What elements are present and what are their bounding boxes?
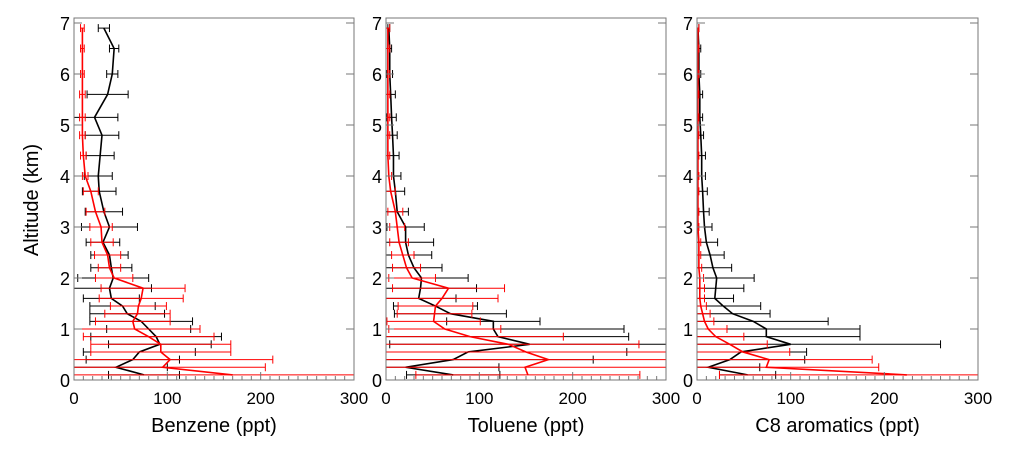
profile-line-red bbox=[81, 28, 233, 376]
y-tick-label: 5 bbox=[60, 116, 70, 136]
y-tick-label: 6 bbox=[60, 65, 70, 85]
profile-line-black bbox=[697, 28, 791, 376]
y-tick-label: 7 bbox=[60, 14, 70, 34]
y-tick-label: 3 bbox=[60, 218, 70, 238]
y-tick-label: 0 bbox=[683, 371, 693, 391]
y-tick-label: 1 bbox=[372, 320, 382, 340]
series-black bbox=[696, 24, 942, 379]
x-tick-label: 0 bbox=[381, 389, 390, 408]
profile-line-black bbox=[93, 27, 161, 376]
profile-line-black bbox=[388, 28, 530, 376]
plot-frame bbox=[73, 17, 355, 381]
y-tick-label: 4 bbox=[60, 167, 70, 187]
y-tick-label: 4 bbox=[372, 167, 382, 187]
x-tick-label: 300 bbox=[964, 389, 992, 408]
y-tick-label: 1 bbox=[60, 320, 70, 340]
panel-1: 0 100 200 300 0 1 2 3 4 5 6 7 Benzene (ppt) bbox=[60, 14, 368, 437]
x-tick-label: 300 bbox=[652, 389, 680, 408]
series-black bbox=[74, 24, 222, 379]
x-tick-label: 100 bbox=[776, 389, 804, 408]
y-tick-label: 7 bbox=[372, 14, 382, 34]
plot-frame bbox=[696, 17, 979, 381]
y-tick-label: 6 bbox=[683, 65, 693, 85]
y-tick-label: 3 bbox=[372, 218, 382, 238]
y-axis-label: Altitude (km) bbox=[21, 144, 43, 256]
x-tick-label: 100 bbox=[153, 389, 181, 408]
series-red bbox=[385, 24, 667, 379]
x-tick-label: 100 bbox=[465, 389, 493, 408]
x-tick-label: 0 bbox=[692, 389, 701, 408]
series-red bbox=[696, 24, 978, 379]
x-tick-label: 200 bbox=[246, 389, 274, 408]
y-tick-label: 1 bbox=[683, 320, 693, 340]
x-tick-label: 200 bbox=[558, 389, 586, 408]
x-tick-label: 0 bbox=[69, 389, 78, 408]
y-tick-label: 4 bbox=[683, 167, 693, 187]
x-axis-label: C8 aromatics (ppt) bbox=[755, 415, 920, 437]
y-tick-label: 0 bbox=[372, 371, 382, 391]
y-tick-label: 7 bbox=[683, 14, 693, 34]
y-tick-label: 5 bbox=[372, 116, 382, 136]
y-tick-label: 2 bbox=[683, 269, 693, 289]
x-axis-label: Toluene (ppt) bbox=[468, 415, 585, 437]
series-red bbox=[74, 24, 354, 376]
profile-line-red bbox=[697, 28, 907, 376]
y-tick-label: 2 bbox=[372, 269, 382, 289]
x-tick-label: 300 bbox=[340, 389, 368, 408]
panel-3: 0 100 200 300 0 1 2 3 4 5 6 7 C8 aromatics (ppt) bbox=[683, 14, 992, 437]
y-tick-label: 0 bbox=[60, 371, 70, 391]
series-black bbox=[385, 24, 666, 379]
y-tick-label: 3 bbox=[683, 218, 693, 238]
y-tick-label: 2 bbox=[60, 269, 70, 289]
x-axis-label: Benzene (ppt) bbox=[151, 415, 277, 437]
x-tick-label: 200 bbox=[870, 389, 898, 408]
y-tick-label: 5 bbox=[683, 116, 693, 136]
panel-2: 0 100 200 300 0 1 2 3 4 5 6 7 Toluene (ppt) bbox=[372, 14, 680, 437]
y-tick-label: 6 bbox=[372, 65, 382, 85]
profile-line-red bbox=[387, 28, 551, 376]
